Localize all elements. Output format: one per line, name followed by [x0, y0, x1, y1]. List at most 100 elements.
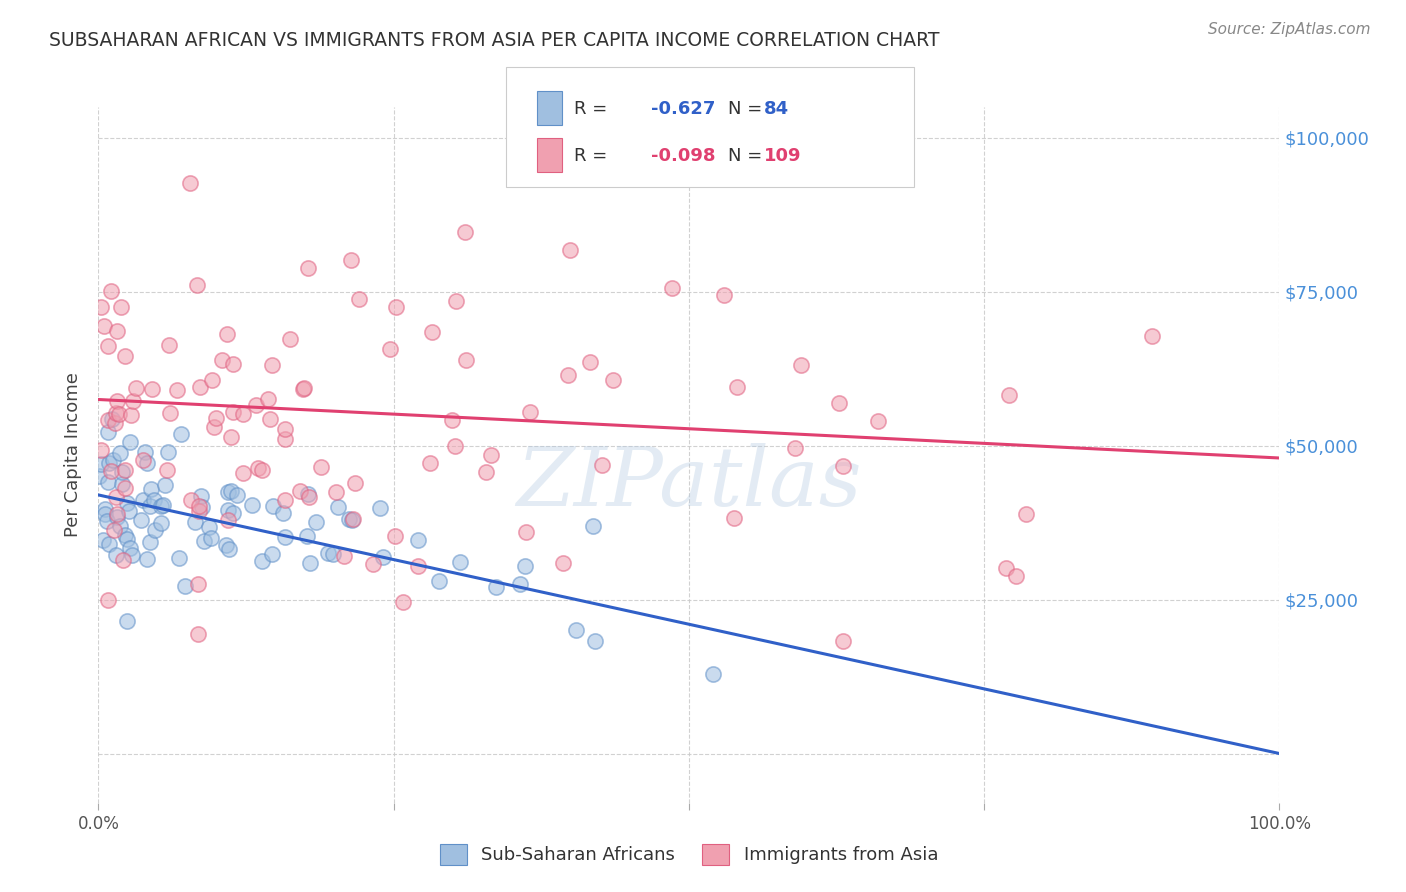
- Point: [441, 413, 464, 427]
- Point: [994, 561, 1017, 575]
- Point: [97, 475, 120, 489]
- Point: [159, 406, 181, 420]
- Point: [449, 555, 471, 569]
- Point: [132, 453, 155, 467]
- Point: [290, 483, 312, 498]
- Point: [217, 484, 239, 499]
- Point: [257, 392, 280, 407]
- Point: [217, 503, 239, 517]
- Point: [347, 292, 370, 306]
- Point: [187, 626, 209, 640]
- Point: [344, 475, 367, 490]
- Point: [98, 537, 121, 551]
- Point: [363, 558, 385, 572]
- Text: -0.627: -0.627: [651, 100, 716, 118]
- Point: [139, 499, 162, 513]
- Point: [325, 485, 347, 500]
- Point: [166, 383, 188, 397]
- Point: [519, 405, 541, 419]
- Point: [309, 460, 332, 475]
- Point: [297, 486, 319, 500]
- Point: [297, 260, 319, 275]
- Point: [97, 339, 120, 353]
- Point: [152, 498, 174, 512]
- Point: [110, 301, 132, 315]
- Point: [783, 441, 806, 455]
- Point: [553, 556, 575, 570]
- Point: [475, 466, 498, 480]
- Point: [702, 667, 724, 681]
- Point: [100, 464, 122, 478]
- Point: [114, 528, 136, 542]
- Point: [187, 504, 209, 518]
- Point: [100, 412, 122, 426]
- Point: [90, 442, 112, 457]
- Point: [509, 576, 531, 591]
- Point: [214, 537, 236, 551]
- Point: [340, 252, 363, 267]
- Point: [108, 518, 131, 533]
- Point: [828, 396, 851, 410]
- Point: [558, 243, 581, 257]
- Point: [298, 556, 321, 570]
- Point: [98, 457, 121, 471]
- Point: [340, 513, 363, 527]
- Point: [136, 456, 159, 470]
- Point: [305, 516, 328, 530]
- Point: [232, 467, 254, 481]
- Point: [246, 461, 269, 475]
- Point: [89, 469, 111, 483]
- Point: [454, 352, 477, 367]
- Point: [217, 327, 239, 342]
- Point: [1004, 569, 1026, 583]
- Point: [104, 548, 127, 562]
- Point: [157, 444, 180, 458]
- Point: [190, 489, 212, 503]
- Text: -0.098: -0.098: [651, 147, 716, 165]
- Point: [565, 623, 588, 637]
- Point: [832, 459, 855, 474]
- Legend: Sub-Saharan Africans, Immigrants from Asia: Sub-Saharan Africans, Immigrants from As…: [430, 835, 948, 874]
- Point: [444, 294, 467, 309]
- Point: [180, 492, 202, 507]
- Point: [134, 445, 156, 459]
- Point: [97, 425, 120, 439]
- Point: [274, 530, 297, 544]
- Point: [100, 284, 122, 298]
- Point: [139, 535, 162, 549]
- Y-axis label: Per Capita Income: Per Capita Income: [65, 373, 83, 537]
- Point: [427, 574, 450, 588]
- Point: [117, 532, 139, 546]
- Point: [998, 387, 1021, 401]
- Point: [297, 529, 319, 543]
- Point: [90, 301, 112, 315]
- Point: [204, 411, 226, 425]
- Point: [118, 434, 141, 449]
- Point: [94, 507, 117, 521]
- Point: [211, 353, 233, 368]
- Point: [118, 541, 141, 555]
- Text: R =: R =: [574, 100, 607, 118]
- Point: [385, 300, 408, 314]
- Point: [485, 580, 508, 594]
- Text: 84: 84: [763, 100, 789, 118]
- Point: [322, 547, 344, 561]
- Point: [217, 513, 239, 527]
- Point: [513, 559, 536, 574]
- Point: [125, 381, 148, 395]
- Point: [153, 478, 176, 492]
- Point: [832, 633, 855, 648]
- Text: N =: N =: [728, 100, 762, 118]
- Point: [479, 448, 502, 462]
- Point: [378, 342, 401, 356]
- Point: [221, 506, 243, 520]
- Point: [187, 576, 209, 591]
- Point: [97, 413, 120, 427]
- Point: [94, 501, 117, 516]
- Text: 109: 109: [763, 147, 801, 165]
- Point: [107, 407, 129, 421]
- Point: [579, 355, 602, 369]
- Point: [420, 325, 443, 339]
- Point: [316, 546, 339, 560]
- Point: [136, 551, 159, 566]
